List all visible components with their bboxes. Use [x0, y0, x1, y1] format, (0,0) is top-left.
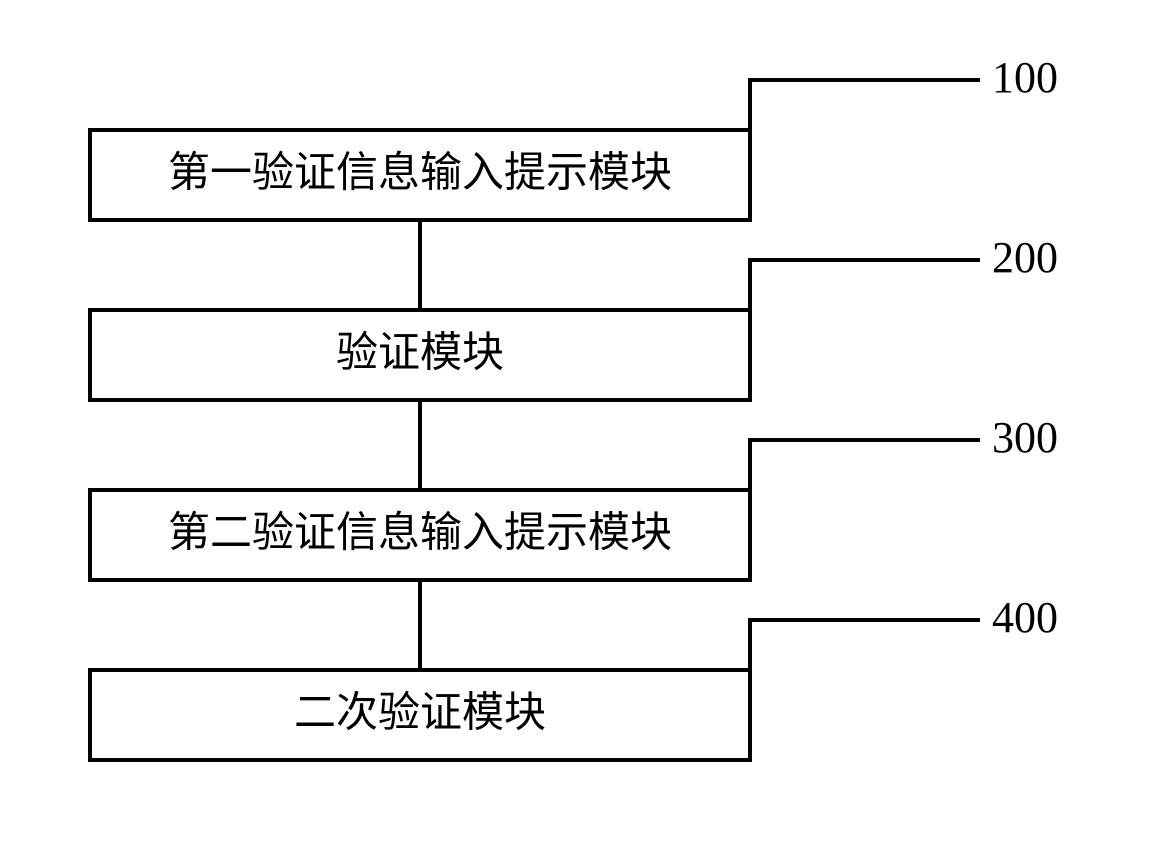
flowchart-diagram: 第一验证信息输入提示模块 100 验证模块 200 第二验证信息输入提示模块 300 二次验…	[0, 0, 1151, 863]
node-label: 验证模块	[336, 330, 504, 377]
reference-number: 200	[992, 233, 1058, 282]
node-label: 第二验证信息输入提示模块	[168, 510, 672, 557]
node-label: 二次验证模块	[294, 690, 546, 737]
reference-number: 100	[992, 53, 1058, 102]
reference-number: 300	[992, 413, 1058, 462]
reference-number: 400	[992, 593, 1058, 642]
node-label: 第一验证信息输入提示模块	[168, 150, 672, 197]
